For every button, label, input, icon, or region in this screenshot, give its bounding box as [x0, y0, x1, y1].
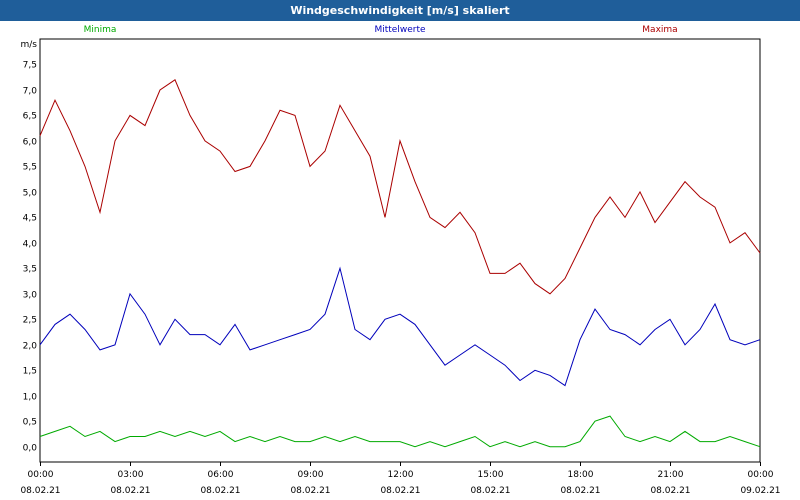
y-tick-label: 1,5 — [23, 367, 37, 377]
x-tick-time-label: 18:00 — [568, 470, 594, 480]
label-layer: 0,0 0,5 1,0 1,5 2,0 2,5 3,0 3,5 4,0 4,5 5,0 5,5 6,0 6… — [20, 40, 780, 496]
x-tick-date-label: 08.02.21 — [470, 486, 510, 496]
y-tick-label: 0,5 — [23, 418, 37, 428]
series-layer — [39, 79, 761, 448]
x-tick-time-label: 21:00 — [658, 470, 684, 480]
x-tick-date-label: 08.02.21 — [110, 486, 150, 496]
y-tick-label: 2,0 — [23, 342, 38, 352]
x-tick-date-label: 09.02.21 — [740, 486, 780, 496]
y-tick-label: 5,0 — [23, 189, 38, 199]
y-tick-label: 0,0 — [23, 444, 38, 454]
x-tick-date-label: 08.02.21 — [650, 486, 690, 496]
x-tick-date-label: 08.02.21 — [20, 486, 60, 496]
y-tick-label: 4,0 — [23, 240, 38, 250]
y-tick-label: 3,0 — [23, 291, 38, 301]
x-tick-time-label: 00:00 — [748, 470, 774, 480]
series-line-minima — [39, 415, 761, 448]
legend-label-maxima: Maxima — [642, 25, 677, 35]
y-tick-label: 2,5 — [23, 316, 37, 326]
x-tick-date-label: 08.02.21 — [560, 486, 600, 496]
x-tick-time-label: 06:00 — [208, 470, 234, 480]
y-axis-unit-label: m/s — [21, 40, 38, 50]
y-tick-label: 4,5 — [23, 214, 37, 224]
x-tick-time-label: 03:00 — [118, 470, 144, 480]
legend-label-minima: Minima — [84, 25, 117, 35]
y-tick-label: 1,0 — [23, 393, 38, 403]
legend-label-mittelwerte: Mittelwerte — [374, 25, 425, 35]
x-tick-date-label: 08.02.21 — [290, 486, 330, 496]
x-tick-time-label: 15:00 — [478, 470, 504, 480]
axis-layer — [39, 38, 761, 466]
x-tick-date-label: 08.02.21 — [380, 486, 420, 496]
y-tick-label: 3,5 — [23, 265, 37, 275]
y-tick-label: 7,0 — [23, 87, 38, 97]
x-tick-time-label: 09:00 — [298, 470, 324, 480]
y-tick-label: 6,5 — [23, 112, 37, 122]
x-tick-date-label: 08.02.21 — [200, 486, 240, 496]
y-tick-label: 6,0 — [23, 138, 38, 148]
x-tick-time-label: 12:00 — [388, 470, 414, 480]
y-tick-label: 5,5 — [23, 163, 37, 173]
x-tick-time-label: 00:00 — [28, 470, 54, 480]
y-tick-label: 7,5 — [23, 61, 37, 71]
wind-speed-chart: 0,0 0,5 1,0 1,5 2,0 2,5 3,0 3,5 4,0 4,5 5,0 5,5 6,0 6… — [20, 25, 780, 496]
series-line-maxima — [39, 79, 761, 295]
legend-layer: Minima Mittelwerte Maxima — [84, 25, 678, 35]
window-title: Windgeschwindigkeit [m/s] skaliert — [0, 0, 800, 21]
plot-area — [39, 38, 761, 463]
series-line-mittelwerte — [39, 266, 761, 387]
